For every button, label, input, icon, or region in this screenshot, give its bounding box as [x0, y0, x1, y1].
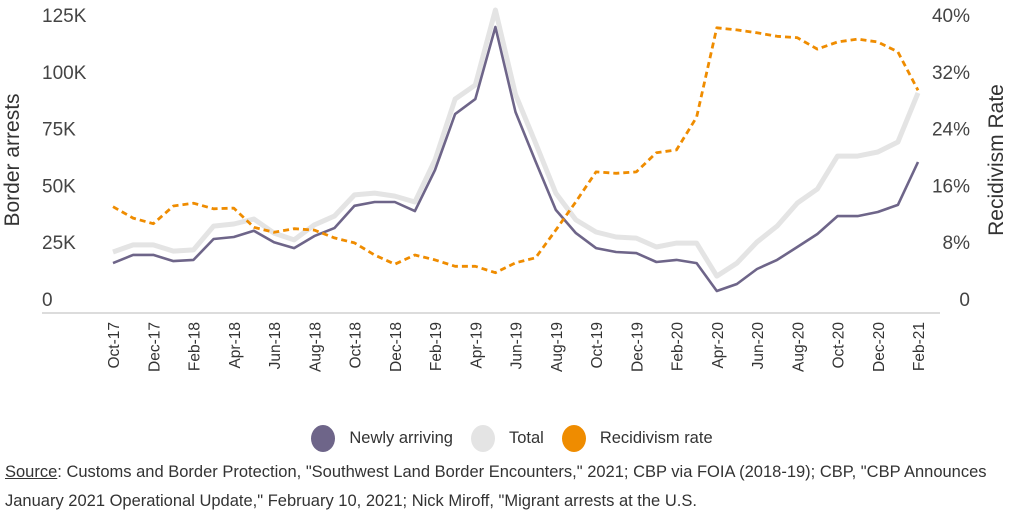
x-tick-label: Feb-20: [670, 322, 687, 371]
x-tick-label: Dec-19: [629, 322, 646, 372]
x-tick-label: Aug-18: [307, 322, 324, 372]
left-tick-label: 75K: [42, 120, 76, 141]
legend-label: Recidivism rate: [600, 429, 713, 448]
left-axis-ticks: 0 25K 50K 75K 100K 125K: [42, 6, 87, 311]
source-label: Source: [5, 463, 57, 481]
right-tick-label: 8%: [943, 233, 971, 254]
chart: 0 25K 50K 75K 100K 125K 0 8% 16% 24% 32% 40% Oct-1…: [0, 0, 1024, 420]
left-tick-label: 100K: [42, 63, 87, 84]
left-tick-label: 50K: [42, 176, 76, 197]
right-tick-label: 16%: [932, 176, 970, 197]
x-tick-label: Apr-20: [710, 322, 727, 369]
x-tick-label: Oct-19: [589, 322, 606, 369]
x-axis-ticks: Oct-17 Dec-17 Feb-18 Apr-18 Jun-18 Aug-18 Oct-…: [106, 322, 928, 372]
series-lines: [113, 10, 918, 291]
left-tick-label: 25K: [42, 233, 76, 254]
right-axis-ticks: 0 8% 16% 24% 32% 40%: [932, 6, 970, 311]
x-tick-label: Oct-17: [106, 322, 123, 369]
legend-item-recidivism-rate[interactable]: Recidivism rate: [562, 425, 713, 452]
legend-item-newly-arriving[interactable]: Newly arriving: [311, 425, 453, 452]
legend-swatch-recidivism-rate: [562, 425, 586, 452]
x-tick-label: Dec-18: [388, 322, 405, 372]
x-tick-label: Dec-17: [146, 322, 163, 372]
x-tick-label: Apr-19: [468, 322, 485, 369]
x-tick-label: Jun-20: [750, 322, 767, 370]
right-axis-label: Recidivism Rate: [985, 84, 1008, 236]
source-text: : Customs and Border Protection, "Southw…: [5, 463, 987, 510]
x-tick-label: Jun-19: [509, 322, 526, 369]
x-tick-label: Aug-19: [549, 322, 566, 372]
right-tick-label: 40%: [932, 6, 970, 27]
x-tick-label: Feb-21: [911, 322, 928, 371]
right-tick-label: 24%: [932, 120, 970, 141]
legend-swatch-newly-arriving: [311, 425, 335, 452]
left-axis-label: Border arrests: [1, 93, 24, 226]
source-note: Source: Customs and Border Protection, "…: [5, 458, 1024, 516]
x-tick-label: Dec-20: [871, 322, 888, 372]
left-tick-label: 0: [42, 290, 53, 311]
x-tick-label: Oct-18: [348, 322, 365, 369]
left-tick-label: 125K: [42, 6, 87, 27]
x-tick-label: Aug-20: [790, 322, 807, 372]
legend-item-total[interactable]: Total: [471, 425, 544, 452]
legend-label: Newly arriving: [349, 429, 453, 448]
x-tick-label: Feb-18: [187, 322, 204, 371]
x-tick-label: Apr-18: [227, 322, 244, 369]
legend-swatch-total: [471, 425, 495, 452]
legend: Newly arriving Total Recidivism rate: [0, 425, 1024, 452]
legend-label: Total: [509, 429, 544, 448]
x-tick-label: Feb-19: [428, 322, 445, 371]
x-tick-label: Oct-20: [831, 322, 848, 369]
right-tick-label: 0: [959, 290, 970, 311]
x-tick-label: Jun-18: [267, 322, 284, 369]
series-line-newly-arriving: [113, 27, 918, 291]
right-tick-label: 32%: [932, 63, 970, 84]
